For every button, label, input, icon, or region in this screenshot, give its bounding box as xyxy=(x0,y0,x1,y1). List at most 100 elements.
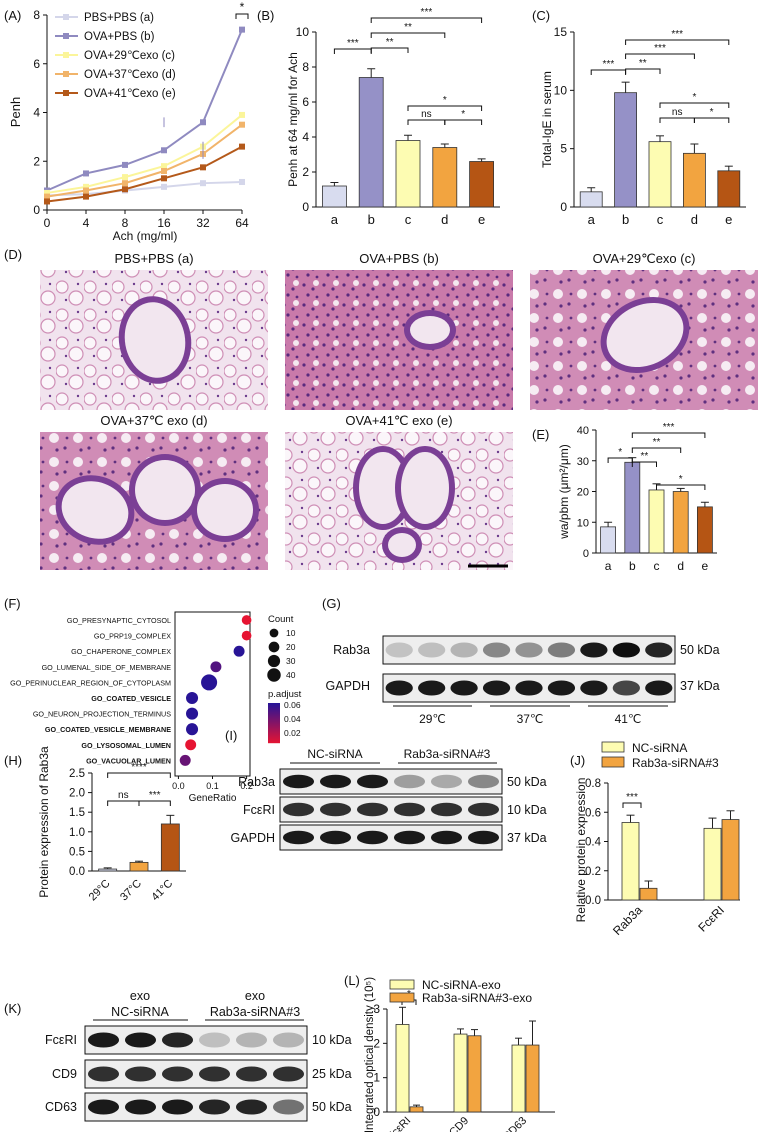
significance-label: *** xyxy=(663,422,675,433)
x-tick-label: FcεRI xyxy=(695,903,727,935)
x-tick-label: 0.1 xyxy=(206,781,219,791)
rab3a-band xyxy=(580,642,608,658)
y-tick-label: 8 xyxy=(302,60,309,74)
blot-k-2-band xyxy=(124,1099,157,1115)
y-tick-label: 1.5 xyxy=(69,807,85,819)
x-tick-label: 8 xyxy=(122,216,129,230)
significance-label: * xyxy=(618,447,622,458)
dot-5 xyxy=(186,691,199,705)
panel-k-western-blot: exo exo NC-siRNA Rab3a-siRNA#3 FcεRI 10 kDa CD… xyxy=(45,989,352,1122)
significance-bracket xyxy=(138,800,171,806)
significance-label: ns xyxy=(421,109,432,120)
rab3a-band xyxy=(515,642,543,658)
y-tick-label: 3 xyxy=(373,1002,380,1016)
data-point xyxy=(122,161,128,168)
go-term-label: GO_COATED_VESICLE xyxy=(91,694,171,703)
significance-bracket xyxy=(235,13,249,19)
significance-label: * xyxy=(240,0,245,14)
y-tick-label: 2 xyxy=(373,1036,380,1050)
significance-bracket xyxy=(693,117,730,123)
y-tick-label: 0.6 xyxy=(585,807,601,819)
micrograph-title: OVA+37℃ exo (d) xyxy=(100,413,207,428)
y-tick-label: 5 xyxy=(560,142,567,156)
significance-bracket xyxy=(107,772,171,778)
kda-label: 50 kDa xyxy=(312,1100,352,1114)
bar-e xyxy=(469,161,495,208)
lane-group-label: Rab3a-siRNA#3 xyxy=(210,1005,300,1019)
blot-i-0-band xyxy=(393,774,426,789)
legend-marker xyxy=(63,71,69,77)
colorbar-slice xyxy=(268,737,280,739)
colorbar-slice xyxy=(268,740,280,742)
significance-label: * xyxy=(461,109,465,120)
panel-a-line-chart: 0 2 4 6 8 0 4 8 16 32 64 Ach (mg/ml) Penh PBS+PBS (a)… xyxy=(8,0,249,243)
y-tick-label: 0 xyxy=(560,200,567,214)
colorbar-slice xyxy=(268,741,280,743)
significance-bracket xyxy=(631,461,657,467)
bar-a xyxy=(600,526,616,554)
blot-k-2-band xyxy=(161,1099,194,1115)
blot-k-2-band xyxy=(87,1099,120,1115)
go-term-label: GO_VACUOLAR_LUMEN xyxy=(86,756,171,765)
y-tick-label: 15 xyxy=(554,25,568,39)
legend-count-dot xyxy=(269,628,279,638)
significance-bracket xyxy=(370,32,446,38)
x-tick-label: d xyxy=(441,212,448,227)
blot-i-1-band xyxy=(430,802,463,817)
bar-29°C xyxy=(98,868,118,872)
legend-label: Rab3a-siRNA#3-exo xyxy=(422,991,532,1005)
y-tick-label: 0.8 xyxy=(585,778,601,790)
significance-label: * xyxy=(692,92,696,103)
blot-k-0-band xyxy=(124,1032,157,1048)
bar-FcεRI-1 xyxy=(409,1106,424,1113)
significance-bracket xyxy=(631,432,706,438)
gapdh-band xyxy=(418,680,446,696)
x-tick-label: 37°C xyxy=(118,877,144,903)
band-label: FcεRI xyxy=(45,1033,77,1047)
blot-i-1-band xyxy=(319,802,352,817)
x-tick-label: 16 xyxy=(157,216,171,230)
y-tick-label: 10 xyxy=(554,83,568,97)
x-tick-label: 0.0 xyxy=(172,781,185,791)
kda-label: 10 kDa xyxy=(312,1033,352,1047)
x-tick-label: Rab3a xyxy=(610,903,645,938)
micrograph-1 xyxy=(285,270,513,410)
x-tick-label: 41°C xyxy=(149,877,175,903)
kda-label: 37 kDa xyxy=(680,679,720,693)
colorbar-slice xyxy=(268,728,280,730)
significance-bracket xyxy=(625,68,661,74)
legend-label: NC-siRNA xyxy=(632,741,687,755)
panel-j-grouped-bar: 0.0 0.2 0.4 0.6 0.8 Rab3a FcεRI *** Relative pro… xyxy=(574,741,740,938)
blot-k-1-band xyxy=(124,1066,157,1082)
y-tick-label: 4 xyxy=(33,106,40,120)
bar-FcεRI-0 xyxy=(703,827,722,901)
y-tick-label: 0.0 xyxy=(69,866,85,878)
significance-bracket xyxy=(407,119,446,125)
micrograph-title: PBS+PBS (a) xyxy=(114,251,193,266)
go-term-label: GO_LYSOSOMAL_LUMEN xyxy=(81,741,171,750)
x-tick-label: c xyxy=(654,559,660,573)
bar-41°C xyxy=(160,823,180,872)
x-tick-label: 0 xyxy=(44,216,51,230)
blot-k-1-band xyxy=(87,1066,120,1082)
y-tick-label: 0 xyxy=(583,548,589,560)
data-point xyxy=(44,189,50,196)
bar-CD9-1 xyxy=(467,1035,482,1113)
rab3a-band xyxy=(547,642,576,658)
airway-lumen xyxy=(135,460,195,520)
significance-bracket xyxy=(107,800,140,806)
significance-label: *** xyxy=(421,7,433,18)
panel-label-a: (A) xyxy=(4,8,21,23)
significance-bracket xyxy=(622,802,642,808)
colorbar-slice xyxy=(268,725,280,727)
airway-lumen xyxy=(410,316,450,344)
dot-2 xyxy=(233,645,245,657)
data-point xyxy=(44,198,50,205)
x-tick-label: e xyxy=(702,559,709,573)
y-axis-title: Protein expression of Rab3a xyxy=(37,746,51,898)
panel-label-h: (H) xyxy=(4,753,22,768)
band-label: GAPDH xyxy=(231,831,275,845)
data-point xyxy=(122,180,128,187)
colorbar-slice xyxy=(268,721,280,723)
y-tick-label: 2.5 xyxy=(69,768,85,780)
